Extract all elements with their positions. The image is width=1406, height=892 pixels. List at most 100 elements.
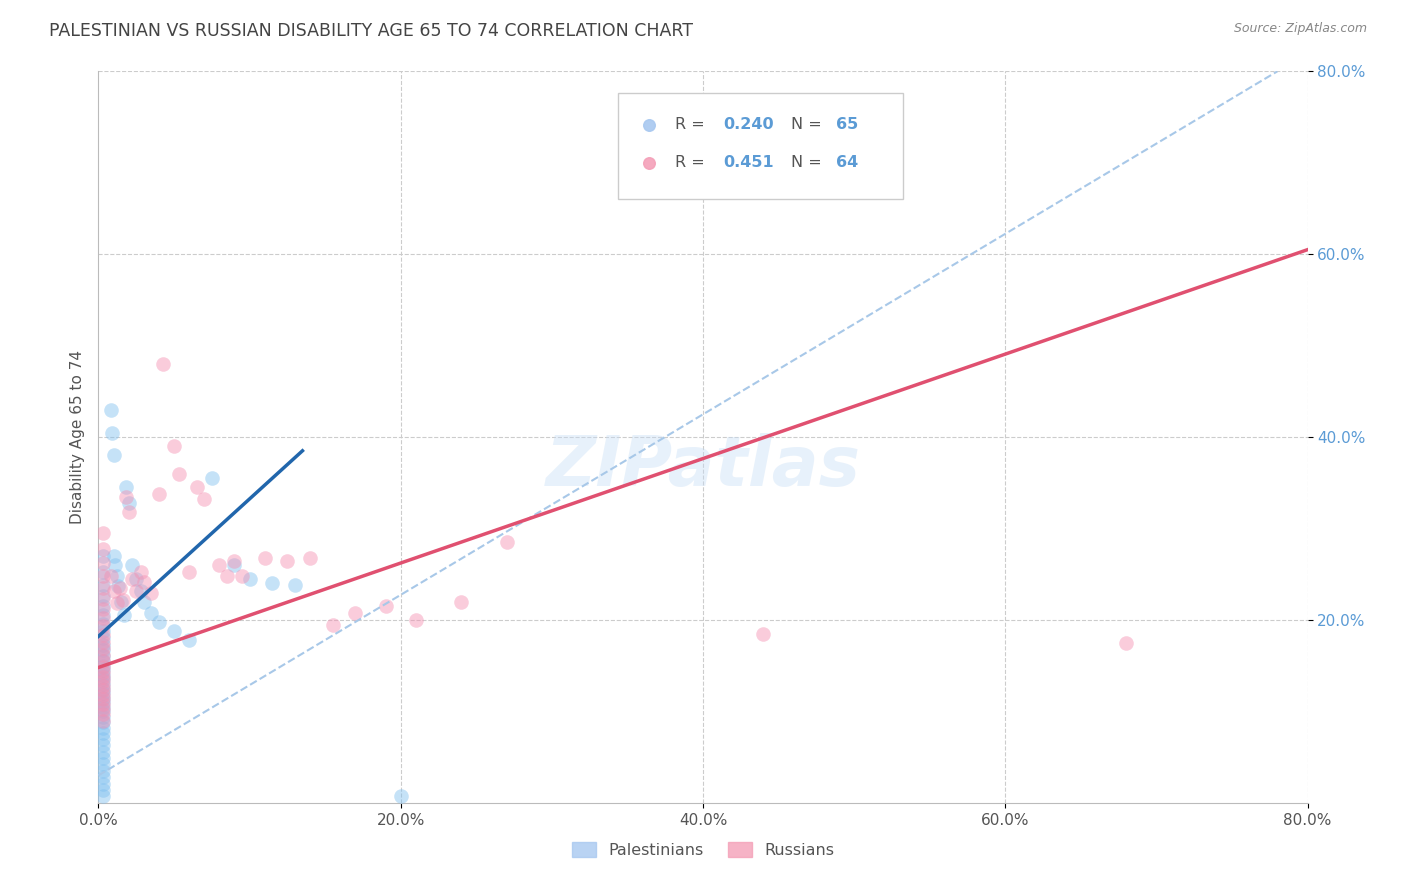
Point	[91, 627, 114, 641]
Point	[91, 581, 114, 595]
Point	[91, 654, 114, 668]
Point	[148, 487, 170, 501]
Point	[91, 688, 114, 702]
Point	[91, 701, 114, 715]
Point	[179, 566, 201, 580]
Point	[91, 670, 114, 684]
Point	[344, 606, 367, 620]
Point	[91, 751, 114, 765]
Point	[91, 541, 114, 556]
Point	[91, 578, 114, 592]
Point	[91, 681, 114, 696]
Point	[1115, 636, 1137, 650]
Y-axis label: Disability Age 65 to 74: Disability Age 65 to 74	[69, 350, 84, 524]
Point	[215, 569, 238, 583]
Point	[91, 665, 114, 679]
Point	[91, 569, 114, 583]
Point	[141, 585, 163, 599]
Point	[91, 697, 114, 711]
Point	[91, 643, 114, 657]
Point	[91, 608, 114, 623]
Point	[299, 550, 322, 565]
Point	[91, 679, 114, 693]
Point	[91, 757, 114, 772]
Point	[91, 549, 114, 563]
Point	[91, 591, 114, 606]
Point	[114, 490, 136, 504]
Point	[91, 699, 114, 714]
Point	[103, 549, 125, 563]
Text: N =: N =	[792, 117, 827, 132]
Legend: Palestinians, Russians: Palestinians, Russians	[565, 836, 841, 864]
Point	[91, 745, 114, 759]
Point	[752, 626, 775, 640]
Text: Source: ZipAtlas.com: Source: ZipAtlas.com	[1233, 22, 1367, 36]
Point	[91, 705, 114, 719]
Point	[91, 619, 114, 633]
Point	[110, 594, 132, 608]
Point	[108, 581, 131, 595]
Point	[91, 707, 114, 722]
Point	[91, 673, 114, 687]
Point	[167, 467, 190, 481]
Point	[193, 492, 215, 507]
Point	[91, 738, 114, 752]
Point	[91, 641, 114, 656]
Point	[239, 572, 262, 586]
Point	[262, 576, 284, 591]
Point	[224, 553, 246, 567]
Point	[91, 715, 114, 730]
Point	[132, 594, 155, 608]
Point	[111, 592, 134, 607]
Point	[91, 776, 114, 790]
Point	[450, 594, 472, 608]
Point	[224, 558, 246, 573]
Point	[107, 579, 129, 593]
Point	[91, 770, 114, 784]
Point	[91, 648, 114, 663]
Text: 64: 64	[837, 155, 858, 170]
Point	[148, 615, 170, 629]
Point	[91, 677, 114, 691]
Point	[129, 566, 152, 580]
Point	[91, 764, 114, 778]
Point	[91, 638, 114, 652]
Point	[132, 574, 155, 589]
Point	[141, 606, 163, 620]
Point	[101, 425, 124, 440]
Text: 65: 65	[837, 117, 858, 132]
Point	[118, 496, 141, 510]
Point	[121, 572, 143, 586]
Text: PALESTINIAN VS RUSSIAN DISABILITY AGE 65 TO 74 CORRELATION CHART: PALESTINIAN VS RUSSIAN DISABILITY AGE 65…	[49, 22, 693, 40]
Point	[91, 654, 114, 668]
Point	[91, 611, 114, 625]
Point	[374, 599, 396, 614]
Point	[91, 635, 114, 649]
Point	[129, 583, 152, 598]
Point	[91, 710, 114, 724]
Point	[91, 566, 114, 580]
Point	[231, 569, 253, 583]
Point	[125, 572, 148, 586]
Point	[208, 558, 231, 573]
Point	[91, 556, 114, 570]
Point	[114, 480, 136, 494]
Point	[775, 0, 797, 10]
Point	[405, 613, 427, 627]
Point	[91, 602, 114, 616]
Point	[91, 731, 114, 746]
Point	[389, 789, 412, 804]
Point	[91, 526, 114, 541]
Point	[91, 659, 114, 673]
FancyBboxPatch shape	[619, 94, 903, 200]
Point	[91, 789, 114, 804]
Text: N =: N =	[792, 155, 827, 170]
Point	[91, 624, 114, 638]
Text: R =: R =	[675, 155, 710, 170]
Point	[163, 439, 186, 453]
Point	[201, 471, 224, 485]
Point	[103, 583, 125, 598]
Point	[91, 726, 114, 740]
Point	[91, 783, 114, 797]
Point	[91, 616, 114, 631]
